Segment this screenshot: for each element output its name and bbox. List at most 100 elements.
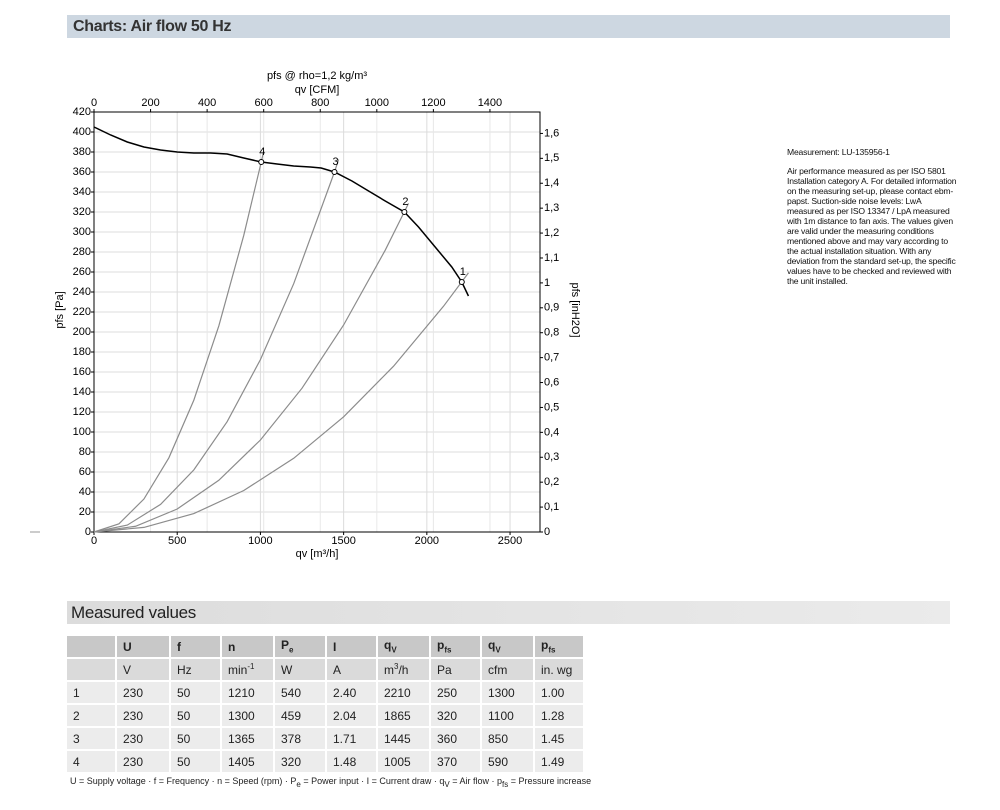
- x2-tick-label: 1400: [478, 97, 502, 109]
- table-cell: 3: [67, 727, 117, 751]
- y2-tick-label: 0,4: [544, 426, 559, 438]
- superscript: 3: [394, 662, 399, 671]
- measurement-info: Measurement: LU-135956-1 Air performance…: [787, 147, 957, 295]
- y-tick-label: 420: [73, 106, 91, 118]
- table-cell: U: [116, 636, 171, 659]
- table-cell: 459: [274, 704, 327, 728]
- text-base: I = Current draw: [366, 776, 432, 786]
- text-tail: = Pressure increase: [508, 776, 592, 786]
- y2-tick-label: 1,2: [544, 227, 559, 239]
- plot-frame: [93, 111, 541, 533]
- y-tick-label: 260: [73, 266, 91, 278]
- table-cell: n: [221, 636, 275, 659]
- table-cell: qV: [377, 636, 431, 659]
- y2-tick-label: 0,8: [544, 327, 559, 339]
- x2-tick-label: 200: [141, 97, 159, 109]
- text-base: q: [384, 638, 392, 653]
- table-cell: 1865: [377, 704, 431, 728]
- table-cell: 1365: [221, 727, 275, 751]
- table-cell: 2.40: [326, 681, 378, 705]
- table-cell: 230: [116, 704, 171, 728]
- header-bar: Charts: Air flow 50 Hz: [67, 15, 950, 38]
- measurement-id: Measurement: LU-135956-1: [787, 147, 890, 157]
- table-cell: 850: [481, 727, 535, 751]
- table-cell: I: [326, 636, 378, 659]
- text-tail: = Power input: [300, 776, 359, 786]
- table-cell: 320: [430, 704, 482, 728]
- table-cell: 1.00: [534, 681, 585, 705]
- table-cell: 590: [481, 750, 535, 774]
- legend-item: n = Speed (rpm): [217, 776, 282, 786]
- section-title: Measured values: [71, 603, 196, 622]
- text-base: n = Speed (rpm): [217, 776, 283, 786]
- table-cell: 2: [67, 704, 117, 728]
- table-cell: 320: [274, 750, 327, 774]
- operating-point: [401, 209, 408, 215]
- table-cell: [67, 636, 117, 659]
- x-tick-label: 0: [91, 535, 97, 547]
- x-tick-label: 1000: [248, 535, 272, 547]
- table-cell: 1405: [221, 750, 275, 774]
- x-axis-label: qv [m³/h]: [296, 548, 339, 560]
- x2-tick-label: 800: [311, 97, 329, 109]
- y2-tick-label: 0,1: [544, 501, 559, 513]
- text-tail: /h: [398, 663, 409, 677]
- table-cell: 230: [116, 727, 171, 751]
- subscript: V: [495, 645, 501, 655]
- fan-curve: [93, 126, 470, 297]
- table-cell: 1100: [481, 704, 535, 728]
- table-cell: 378: [274, 727, 327, 751]
- y-tick-label: 280: [73, 246, 91, 258]
- y2-tick-label: 1,5: [544, 152, 559, 164]
- legend-separator: ·: [282, 776, 291, 786]
- text-base: min: [228, 663, 248, 677]
- y-tick-label: 80: [79, 446, 91, 458]
- text-base: m: [384, 663, 394, 677]
- text-base: q: [439, 776, 445, 786]
- table-cell: W: [274, 658, 327, 682]
- table-cell: A: [326, 658, 378, 682]
- table-cell: min-1: [221, 658, 275, 682]
- legend-separator: ·: [145, 776, 154, 786]
- operating-point: [458, 279, 465, 285]
- table-row: 4 230 50 1405 320 1.48 1005 370 590 1.49: [67, 750, 585, 774]
- y2-tick-label: 1,6: [544, 127, 559, 139]
- table-cell: 230: [116, 750, 171, 774]
- x-tick-label: 2500: [498, 535, 522, 547]
- x2-tick-label: 1200: [421, 97, 445, 109]
- text-base: q: [488, 638, 496, 653]
- y-tick-label: 220: [73, 306, 91, 318]
- y-tick-label: 380: [73, 146, 91, 158]
- table-cell: 1005: [377, 750, 431, 774]
- x2-tick-label: 1000: [365, 97, 389, 109]
- y2-tick-label: 1,4: [544, 177, 559, 189]
- y2-tick-label: 1,3: [544, 202, 559, 214]
- y-tick-label: 20: [79, 506, 91, 518]
- table-cell: 50: [170, 681, 222, 705]
- y2-tick-label: 0,3: [544, 451, 559, 463]
- table-cell: in. wg: [534, 658, 585, 682]
- table-cell: Hz: [170, 658, 222, 682]
- table-cell: 1210: [221, 681, 275, 705]
- table-cell: 370: [430, 750, 482, 774]
- table-cell: Pa: [430, 658, 482, 682]
- table-cell: 50: [170, 727, 222, 751]
- y-axis-label: pfs [Pa]: [54, 291, 66, 328]
- y-tick-label: 340: [73, 186, 91, 198]
- chart: pfs @ rho=1,2 kg/m³ qv [CFM] qv [m³/h] p…: [30, 70, 581, 560]
- y2-tick-label: 0,9: [544, 302, 559, 314]
- table-cell: cfm: [481, 658, 535, 682]
- legend-item: pfs = Pressure increase: [497, 776, 592, 789]
- table-cell: Pe: [274, 636, 327, 659]
- measurement-note: Air performance measured as per ISO 5801…: [787, 166, 957, 286]
- y2-tick-label: 1: [544, 277, 550, 289]
- text-base: p: [437, 638, 445, 653]
- y-tick-label: 40: [79, 486, 91, 498]
- y-tick-label: 160: [73, 366, 91, 378]
- y-tick-label: 360: [73, 166, 91, 178]
- x-tick-label: 1500: [331, 535, 355, 547]
- table-row: 3 230 50 1365 378 1.71 1445 360 850 1.45: [67, 727, 585, 751]
- subscript: fs: [548, 645, 556, 655]
